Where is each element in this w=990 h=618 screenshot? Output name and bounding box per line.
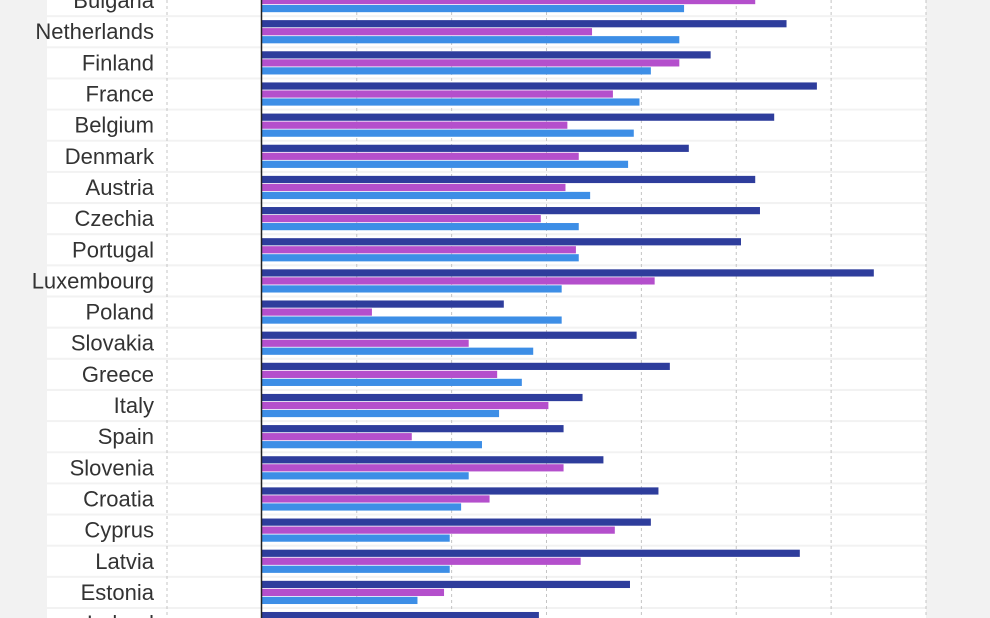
bar-croatia-series-3	[261, 503, 462, 511]
bar-greece-series-2	[261, 370, 498, 378]
bar-netherlands-series-3	[261, 36, 680, 44]
bar-latvia-series-1	[261, 549, 800, 557]
bar-czechia-series-1	[261, 207, 760, 215]
bar-netherlands-series-1	[261, 20, 787, 28]
category-label: Estonia	[81, 580, 155, 605]
bar-austria-series-1	[261, 175, 756, 184]
category-label: France	[86, 82, 154, 107]
bar-spain-series-2	[261, 433, 412, 441]
bar-slovakia-series-1	[261, 331, 637, 339]
category-label: Luxembourg	[32, 268, 154, 293]
bar-cyprus-series-3	[261, 534, 450, 542]
category-label: Ireland	[87, 611, 154, 618]
bar-belgium-series-3	[261, 129, 634, 137]
bar-estonia-series-1	[261, 580, 630, 589]
bar-czechia-series-3	[261, 223, 579, 231]
bar-slovenia-series-3	[261, 472, 469, 480]
bar-croatia-series-2	[261, 495, 490, 503]
category-label: Italy	[114, 393, 154, 418]
bar-denmark-series-1	[261, 144, 689, 152]
bar-denmark-series-3	[261, 160, 629, 168]
bar-estonia-series-3	[261, 596, 418, 605]
bar-finland-series-3	[261, 67, 651, 75]
category-label: Cyprus	[84, 518, 154, 543]
category-label: Austria	[86, 175, 155, 200]
bar-cyprus-series-1	[261, 518, 651, 526]
bar-poland-series-3	[261, 316, 562, 324]
bar-czechia-series-2	[261, 215, 541, 223]
bar-france-series-1	[261, 82, 817, 90]
bar-belgium-series-2	[261, 121, 568, 129]
bar-finland-series-2	[261, 59, 680, 67]
bar-bulgaria-series-3	[261, 4, 685, 13]
bar-luxembourg-series-1	[261, 269, 874, 277]
category-label: Latvia	[95, 549, 154, 574]
bar-italy-series-3	[261, 409, 500, 418]
bar-belgium-series-1	[261, 113, 775, 121]
category-label: Portugal	[72, 237, 154, 262]
category-labels: Bulgaria Netherlands Finland France Belgium D…	[32, 0, 155, 618]
bar-poland-series-2	[261, 308, 372, 316]
bar-denmark-series-2	[261, 152, 579, 160]
bar-france-series-3	[261, 98, 640, 106]
bar-luxembourg-series-2	[261, 277, 655, 285]
bar-austria-series-2	[261, 183, 566, 192]
bar-italy-series-2	[261, 401, 549, 410]
bar-slovakia-series-2	[261, 339, 469, 347]
bars	[261, 0, 874, 618]
category-label: Greece	[82, 362, 154, 387]
category-label: Poland	[85, 300, 154, 325]
category-label: Czechia	[75, 206, 155, 231]
bar-bulgaria-series-2	[261, 0, 756, 5]
category-label: Belgium	[75, 113, 154, 138]
bar-slovakia-series-3	[261, 347, 534, 355]
category-label: Denmark	[65, 144, 155, 169]
bar-netherlands-series-2	[261, 28, 593, 36]
bar-finland-series-1	[261, 51, 711, 59]
category-label: Slovenia	[70, 455, 155, 480]
bar-austria-series-3	[261, 191, 591, 200]
bar-latvia-series-3	[261, 565, 450, 573]
bar-estonia-series-2	[261, 588, 445, 597]
bar-ireland-series-1	[261, 611, 539, 618]
bar-spain-series-1	[261, 425, 564, 433]
category-label: Croatia	[83, 486, 155, 511]
bar-croatia-series-1	[261, 487, 659, 495]
bar-slovenia-series-2	[261, 464, 564, 472]
bar-portugal-series-1	[261, 238, 741, 246]
category-label: Spain	[98, 424, 154, 449]
bar-greece-series-1	[261, 362, 670, 370]
category-label: Finland	[82, 50, 154, 75]
category-label: Slovakia	[71, 331, 155, 356]
bar-spain-series-3	[261, 441, 482, 449]
bar-poland-series-1	[261, 300, 504, 308]
bar-italy-series-1	[261, 393, 583, 402]
category-label: Netherlands	[35, 19, 154, 44]
bar-slovenia-series-1	[261, 456, 604, 464]
bar-portugal-series-2	[261, 246, 576, 254]
bar-latvia-series-2	[261, 557, 581, 565]
bar-luxembourg-series-3	[261, 285, 562, 293]
bar-france-series-2	[261, 90, 613, 98]
category-label: Bulgaria	[73, 0, 154, 13]
bar-cyprus-series-2	[261, 526, 615, 534]
bar-portugal-series-3	[261, 254, 579, 262]
bar-greece-series-3	[261, 378, 522, 386]
